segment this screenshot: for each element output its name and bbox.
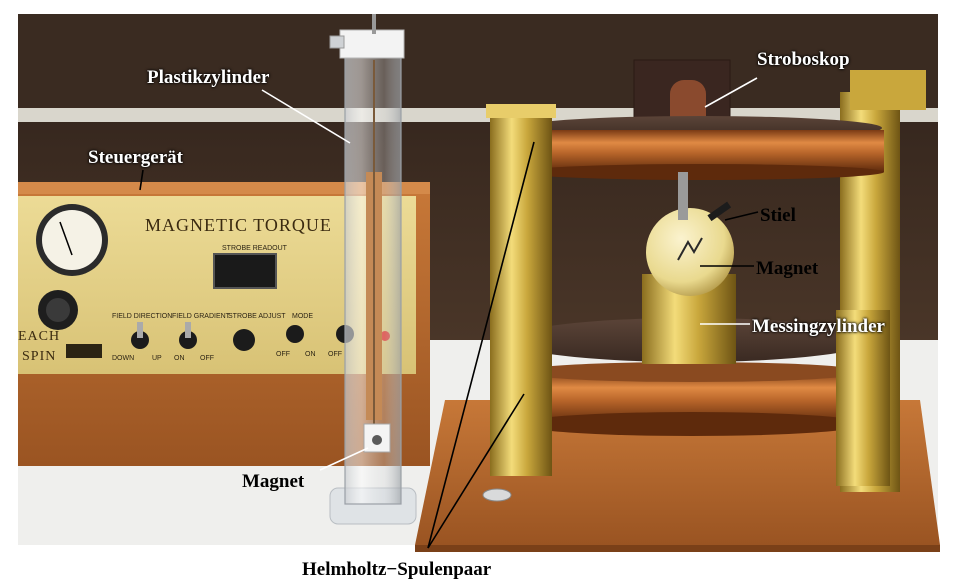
meter-dial (42, 210, 102, 270)
cylinder-cap (339, 29, 405, 59)
knob-label-field-direction: FIELD DIRECTION (112, 313, 172, 320)
device-brand-title: MAGNETIC TORQUE (145, 215, 332, 235)
screw-head (482, 488, 512, 502)
wall-panel-upper (18, 14, 938, 108)
brass-post-left (490, 104, 552, 476)
leader-magnet-left (319, 447, 369, 471)
brass-post-right-front (836, 310, 890, 486)
switch-label-off-2: OFF (276, 351, 290, 358)
switch-label-off: OFF (200, 355, 214, 362)
rod-vertical (678, 172, 688, 220)
knob-label-field-gradient: FIELD GRADIENT (172, 313, 231, 320)
magnet-marking (677, 237, 703, 261)
knob-label-strobe-adjust: STROBE ADJUST (228, 313, 286, 320)
label-magnet-left: Magnet (242, 471, 305, 492)
logo-mark (66, 344, 102, 358)
brass-post-right-cap (850, 70, 926, 110)
cap-screw (329, 35, 345, 49)
leader-steuergeraet (139, 169, 144, 191)
magnet-small (372, 435, 382, 445)
toggle-field-direction (131, 331, 149, 349)
logo-line2: SPIN (22, 349, 56, 364)
label-magnet-right: Magnet (756, 258, 819, 279)
meter-needle (59, 221, 73, 256)
strobe-adjust-knob (233, 329, 255, 351)
leader-plastikzylinder (261, 89, 351, 144)
magnet-sphere (646, 208, 734, 296)
label-helmholtz-spulenpaar: Helmholtz−Spulenpaar (302, 559, 492, 580)
toggle-field-gradient (179, 331, 197, 349)
plastic-cylinder (329, 14, 417, 525)
toggle-mode (286, 325, 304, 343)
control-unit-top (18, 182, 430, 194)
leader-helmholtz-2 (427, 393, 525, 549)
label-messingzylinder: Messingzylinder (752, 316, 885, 337)
switch-label-up: UP (152, 355, 162, 362)
handle-stiel (707, 201, 732, 222)
label-steuergeraet: Steuergerät (88, 147, 183, 168)
switch-label-on: ON (174, 355, 185, 362)
leader-stroboskop (704, 77, 758, 108)
switch-label-off-3: OFF (328, 351, 342, 358)
strobe-readout-display (213, 253, 277, 289)
label-stroboskop: Stroboskop (757, 49, 850, 70)
rod (372, 14, 376, 34)
switch-label-on-2: ON (305, 351, 316, 358)
annotation-lines (139, 77, 759, 549)
readout-label: STROBE READOUT (222, 245, 288, 252)
label-stiel: Stiel (760, 205, 796, 226)
label-plastikzylinder: Plastikzylinder (147, 67, 270, 88)
leader-helmholtz-1 (427, 141, 535, 549)
knob-label-mode: MODE (292, 313, 313, 320)
leader-stiel (724, 211, 759, 221)
logo-line1: EACH (18, 329, 60, 344)
switch-label-down: DOWN (112, 355, 134, 362)
helmholtz-apparatus (415, 59, 940, 552)
